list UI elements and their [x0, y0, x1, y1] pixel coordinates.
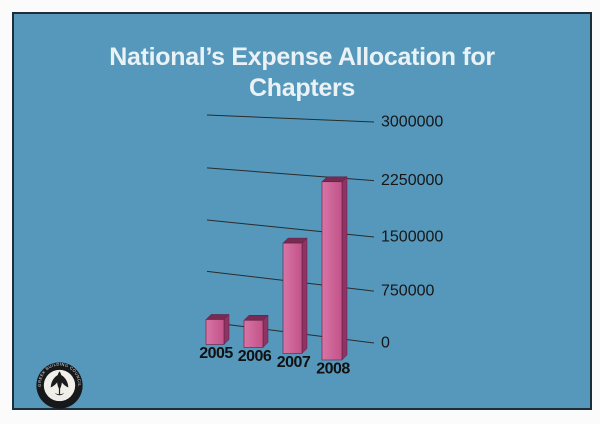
- bar-side-face: [341, 176, 348, 361]
- bar-side-face: [301, 237, 308, 355]
- slide-title-line1: National’s Expense Allocation for: [109, 43, 495, 71]
- y-tick-label-0: 0: [381, 335, 390, 352]
- org-seal-logo: GREEK BUILDING COUNCIL USGBC: [36, 362, 83, 409]
- grid-line-2250000: [206, 167, 375, 182]
- grid-line-3000000: [206, 114, 375, 123]
- x-category-label-2007: 2007: [277, 354, 311, 371]
- x-category-label-2005: 2005: [199, 345, 233, 362]
- bar-front-face: [321, 181, 343, 361]
- bar-front-face: [282, 242, 303, 354]
- bar-front-face: [205, 319, 225, 345]
- y-tick-label-2250000: 2250000: [381, 172, 443, 189]
- bar-side-face: [262, 314, 269, 349]
- seal-tree-emblem: [50, 371, 69, 396]
- bar-2007: [282, 237, 308, 355]
- grid-line-1500000: [206, 219, 375, 238]
- bar-front-face: [243, 319, 264, 348]
- y-tick-label-3000000: 3000000: [381, 114, 443, 131]
- bar-2008: [321, 176, 348, 361]
- slide-title-line2: Chapters: [249, 74, 355, 102]
- y-tick-label-1500000: 1500000: [381, 229, 443, 246]
- bar-2005: [205, 313, 230, 346]
- svg-text:USGBC: USGBC: [50, 393, 70, 400]
- x-category-label-2006: 2006: [238, 348, 272, 365]
- slide-title: National’s Expense Allocation for Chapte…: [14, 42, 590, 104]
- bar-2006: [243, 314, 269, 349]
- seal-text-bottom: USGBC: [50, 393, 69, 400]
- y-tick-label-750000: 750000: [381, 283, 434, 300]
- x-category-label-2008: 2008: [316, 360, 350, 377]
